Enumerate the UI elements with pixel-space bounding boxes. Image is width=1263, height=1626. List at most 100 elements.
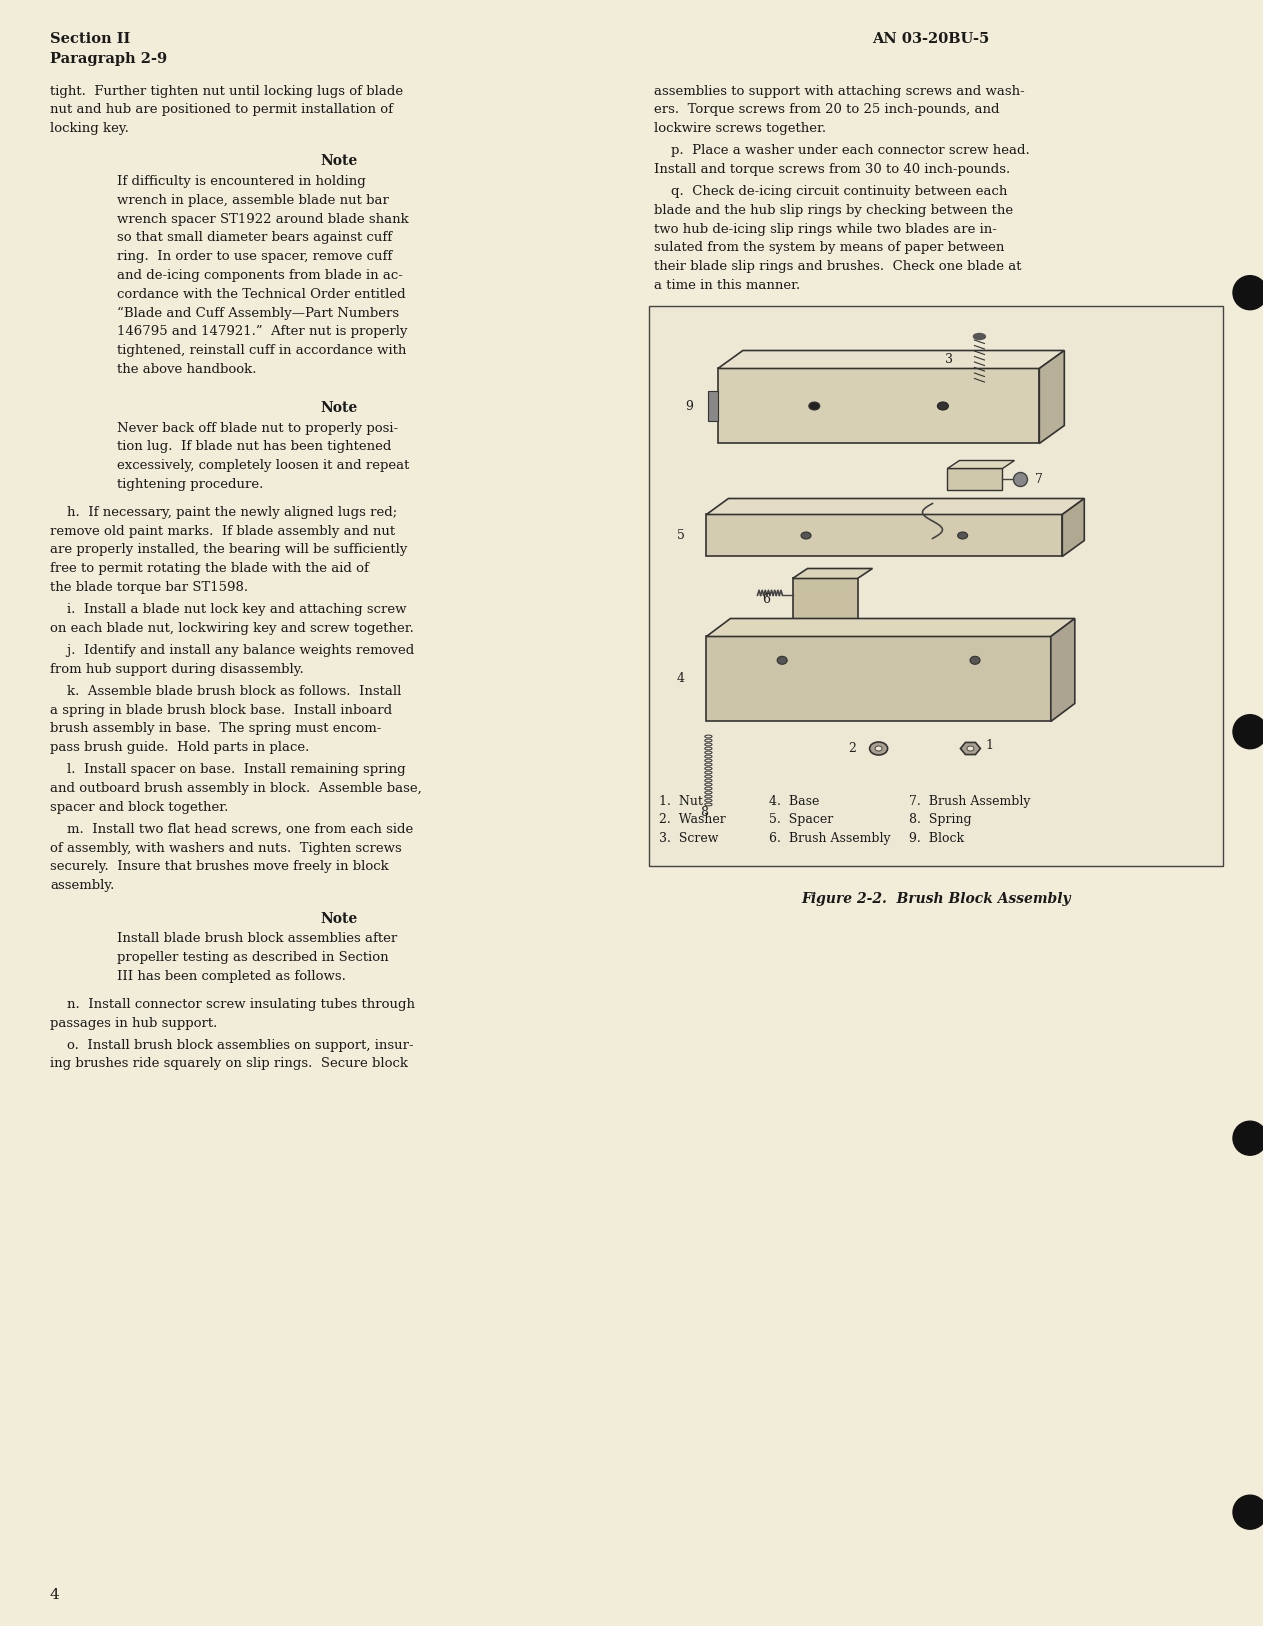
Ellipse shape [967, 746, 974, 751]
Ellipse shape [808, 402, 820, 410]
Text: 6: 6 [763, 593, 770, 606]
Text: 9: 9 [685, 400, 693, 413]
Text: passages in hub support.: passages in hub support. [51, 1016, 217, 1029]
Text: the blade torque bar ST1598.: the blade torque bar ST1598. [51, 580, 248, 593]
Text: their blade slip rings and brushes.  Check one blade at: their blade slip rings and brushes. Chec… [654, 260, 1022, 273]
Text: Note: Note [321, 154, 359, 169]
Circle shape [1233, 1122, 1263, 1154]
Text: m.  Install two flat head screws, one from each side: m. Install two flat head screws, one fro… [51, 823, 413, 836]
Text: AN 03-20BU-5: AN 03-20BU-5 [873, 33, 990, 46]
Polygon shape [717, 351, 1065, 369]
Text: i.  Install a blade nut lock key and attaching screw: i. Install a blade nut lock key and atta… [51, 603, 407, 616]
Polygon shape [1062, 499, 1084, 556]
Circle shape [1233, 276, 1263, 309]
Text: Never back off blade nut to properly posi-: Never back off blade nut to properly pos… [116, 421, 398, 434]
Text: assemblies to support with attaching screws and wash-: assemblies to support with attaching scr… [654, 85, 1024, 98]
Text: 8.  Spring: 8. Spring [909, 813, 971, 826]
Text: 4: 4 [677, 673, 685, 686]
Text: q.  Check de-icing circuit continuity between each: q. Check de-icing circuit continuity bet… [654, 185, 1008, 198]
Text: 5: 5 [677, 528, 685, 541]
Text: sulated from the system by means of paper between: sulated from the system by means of pape… [654, 241, 1004, 254]
Polygon shape [947, 468, 1003, 491]
Text: h.  If necessary, paint the newly aligned lugs red;: h. If necessary, paint the newly aligned… [51, 506, 398, 519]
Polygon shape [706, 618, 1075, 636]
Ellipse shape [777, 657, 787, 665]
Text: 146795 and 147921.”  After nut is properly: 146795 and 147921.” After nut is properl… [116, 325, 407, 338]
Text: propeller testing as described in Section: propeller testing as described in Sectio… [116, 951, 388, 964]
Text: 4: 4 [51, 1589, 59, 1602]
Text: 9.  Block: 9. Block [909, 833, 964, 846]
Text: nut and hub are positioned to permit installation of: nut and hub are positioned to permit ins… [51, 102, 393, 115]
Text: spacer and block together.: spacer and block together. [51, 800, 229, 813]
Ellipse shape [957, 532, 967, 538]
Text: ers.  Torque screws from 20 to 25 inch-pounds, and: ers. Torque screws from 20 to 25 inch-po… [654, 102, 999, 115]
Text: from hub support during disassembly.: from hub support during disassembly. [51, 663, 303, 676]
Text: and de-icing components from blade in ac-: and de-icing components from blade in ac… [116, 268, 403, 281]
Text: o.  Install brush block assemblies on support, insur-: o. Install brush block assemblies on sup… [51, 1039, 413, 1052]
Text: III has been completed as follows.: III has been completed as follows. [116, 969, 346, 982]
Text: blade and the hub slip rings by checking between the: blade and the hub slip rings by checking… [654, 203, 1013, 216]
Text: Install blade brush block assemblies after: Install blade brush block assemblies aft… [116, 932, 397, 945]
Text: locking key.: locking key. [51, 122, 129, 135]
Text: a time in this manner.: a time in this manner. [654, 278, 801, 291]
Polygon shape [947, 460, 1014, 468]
Text: Paragraph 2-9: Paragraph 2-9 [51, 52, 167, 65]
Text: Figure 2-2.  Brush Block Assembly: Figure 2-2. Brush Block Assembly [801, 891, 1071, 906]
Text: are properly installed, the bearing will be sufficiently: are properly installed, the bearing will… [51, 543, 408, 556]
Text: Note: Note [321, 402, 359, 415]
Text: 7.  Brush Assembly: 7. Brush Assembly [909, 795, 1031, 808]
Polygon shape [717, 369, 1039, 444]
Text: and outboard brush assembly in block.  Assemble base,: and outboard brush assembly in block. As… [51, 782, 422, 795]
Text: wrench in place, assemble blade nut bar: wrench in place, assemble blade nut bar [116, 193, 389, 207]
Text: 8: 8 [701, 805, 709, 818]
Ellipse shape [974, 333, 985, 340]
Text: n.  Install connector screw insulating tubes through: n. Install connector screw insulating tu… [51, 998, 416, 1011]
Ellipse shape [875, 746, 882, 751]
Polygon shape [792, 569, 873, 579]
Text: tightening procedure.: tightening procedure. [116, 478, 263, 491]
Text: so that small diameter bears against cuff: so that small diameter bears against cuf… [116, 231, 392, 244]
Text: lockwire screws together.: lockwire screws together. [654, 122, 826, 135]
Text: the above handbook.: the above handbook. [116, 363, 256, 376]
Text: assembly.: assembly. [51, 880, 115, 893]
FancyBboxPatch shape [649, 306, 1223, 867]
Text: Install and torque screws from 30 to 40 inch-pounds.: Install and torque screws from 30 to 40 … [654, 163, 1010, 176]
Circle shape [1013, 473, 1028, 486]
Polygon shape [706, 499, 1084, 514]
Text: “Blade and Cuff Assembly—Part Numbers: “Blade and Cuff Assembly—Part Numbers [116, 306, 399, 320]
Text: free to permit rotating the blade with the aid of: free to permit rotating the blade with t… [51, 563, 369, 576]
Text: two hub de-icing slip rings while two blades are in-: two hub de-icing slip rings while two bl… [654, 223, 997, 236]
Text: 6.  Brush Assembly: 6. Brush Assembly [769, 833, 890, 846]
Text: ing brushes ride squarely on slip rings.  Secure block: ing brushes ride squarely on slip rings.… [51, 1057, 408, 1070]
Text: 4.  Base: 4. Base [769, 795, 820, 808]
Text: tightened, reinstall cuff in accordance with: tightened, reinstall cuff in accordance … [116, 343, 405, 356]
Text: 1.  Nut: 1. Nut [659, 795, 703, 808]
Text: 7: 7 [1036, 473, 1043, 486]
Ellipse shape [937, 402, 949, 410]
Text: on each blade nut, lockwiring key and screw together.: on each blade nut, lockwiring key and sc… [51, 621, 414, 634]
Text: 3: 3 [946, 353, 954, 366]
Text: 3.  Screw: 3. Screw [659, 833, 719, 846]
Ellipse shape [801, 532, 811, 538]
Text: l.  Install spacer on base.  Install remaining spring: l. Install spacer on base. Install remai… [51, 763, 405, 776]
Text: of assembly, with washers and nuts.  Tighten screws: of assembly, with washers and nuts. Tigh… [51, 842, 402, 855]
Text: tight.  Further tighten nut until locking lugs of blade: tight. Further tighten nut until locking… [51, 85, 403, 98]
Text: pass brush guide.  Hold parts in place.: pass brush guide. Hold parts in place. [51, 741, 309, 754]
Text: cordance with the Technical Order entitled: cordance with the Technical Order entitl… [116, 288, 405, 301]
Text: brush assembly in base.  The spring must encom-: brush assembly in base. The spring must … [51, 722, 381, 735]
Text: wrench spacer ST1922 around blade shank: wrench spacer ST1922 around blade shank [116, 213, 408, 226]
Text: If difficulty is encountered in holding: If difficulty is encountered in holding [116, 176, 365, 189]
Text: j.  Identify and install any balance weights removed: j. Identify and install any balance weig… [51, 644, 414, 657]
Text: Section II: Section II [51, 33, 130, 46]
Polygon shape [1039, 351, 1065, 444]
Text: securely.  Insure that brushes move freely in block: securely. Insure that brushes move freel… [51, 860, 389, 873]
Polygon shape [960, 743, 980, 754]
Text: remove old paint marks.  If blade assembly and nut: remove old paint marks. If blade assembl… [51, 525, 395, 538]
Text: 1: 1 [985, 740, 994, 753]
Text: k.  Assemble blade brush block as follows.  Install: k. Assemble blade brush block as follows… [51, 685, 402, 698]
Text: a spring in blade brush block base.  Install inboard: a spring in blade brush block base. Inst… [51, 704, 392, 717]
Text: ring.  In order to use spacer, remove cuff: ring. In order to use spacer, remove cuf… [116, 250, 392, 263]
Text: excessively, completely loosen it and repeat: excessively, completely loosen it and re… [116, 459, 409, 472]
Circle shape [1233, 1496, 1263, 1528]
Polygon shape [707, 390, 717, 421]
